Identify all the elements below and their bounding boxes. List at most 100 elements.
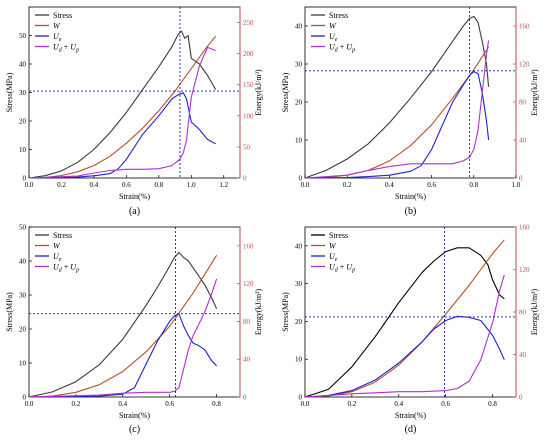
y-right-tick-label: 80 [519,99,527,107]
x-tick-label: 0.0 [25,181,34,189]
y-tick-label: 30 [295,61,303,69]
legend-label: Stress [329,11,348,20]
series-line-udup [304,40,490,179]
legend-label-part: U [53,43,60,52]
y-tick-label: 20 [19,118,27,126]
y-tick-label: 40 [19,258,27,266]
y-right-tick-label: 40 [519,137,527,145]
y-right-tick-label: 160 [243,242,254,250]
legend-label: Stress [53,231,72,240]
y-right-tick-label: 50 [243,143,251,151]
x-axis-title: Strain(%) [119,411,150,420]
legend-label: Ue [53,32,62,43]
y-tick-label: 40 [19,61,27,69]
y-right-axis-title: Energy(kJ/m³) [254,69,263,116]
legend-label-part: e [59,257,62,263]
legend-label-part: p [75,268,79,274]
y-right-tick-label: 80 [519,309,527,317]
y-axis-title: Stress(MPa) [281,72,290,112]
legend-label-part: + [338,263,347,272]
series-line-stress [28,251,218,398]
x-tick-label: 1.0 [512,181,521,189]
panel-caption: (d) [405,424,417,435]
legend-label-part: U [329,252,336,261]
y-right-tick-label: 80 [243,318,251,326]
legend-label-part: U [70,263,77,272]
y-right-tick-label: 160 [519,224,530,232]
legend-label: Stress [329,231,348,240]
series-line-udup [28,46,216,179]
x-tick-label: 0.2 [57,181,66,189]
x-tick-label: 0.8 [212,400,221,408]
x-tick-label: 0.4 [118,400,127,408]
x-tick-label: 0.0 [25,400,34,408]
y-tick-label: 40 [295,23,303,31]
legend-label: Ue [329,32,338,43]
legend-label-part: + [62,263,71,272]
series-line-w [304,239,505,398]
legend-label: W [53,242,61,251]
y-tick-label: 50 [19,32,27,40]
legend-label-part: U [346,263,353,272]
legend-label-part: U [346,43,353,52]
y-right-tick-label: 0 [243,175,247,183]
y-axis-title: Stress(MPa) [5,292,14,332]
panel-caption: (c) [129,424,140,435]
legend-label: W [329,242,337,251]
y-tick-label: 0 [23,175,27,183]
x-tick-label: 0.8 [469,181,478,189]
y-tick-label: 10 [295,137,303,145]
y-tick-label: 0 [299,175,303,183]
legend-label: Ud + Up [53,43,79,54]
legend-label-part: U [53,32,60,41]
legend-label-part: U [53,263,60,272]
y-tick-label: 10 [19,360,27,368]
x-tick-label: 1.0 [187,181,196,189]
panel-caption: (b) [405,206,417,217]
legend-label-part: + [62,43,71,52]
y-tick-label: 10 [295,356,303,364]
x-tick-label: 0.0 [301,400,310,408]
y-tick-label: 20 [295,99,303,107]
x-tick-label: 0.2 [348,400,357,408]
plot-frame [28,6,241,179]
series-line-stress [28,30,217,179]
legend-label: Ud + Up [329,263,355,274]
y-tick-label: 20 [19,326,27,334]
series-line-ue [304,71,490,179]
y-tick-label: 30 [19,89,27,97]
series-line-ue [28,313,217,398]
series-line-ue [304,315,505,398]
panel-b: 0.0 0.2 0.4 0.6 0.8 1.001020304004080120160St… [281,6,539,217]
x-tick-label: 0.4 [90,181,99,189]
legend-label-part: e [335,257,338,263]
y-right-tick-label: 0 [519,175,523,183]
series-line-w [28,255,218,398]
panel-caption: (a) [129,206,140,217]
y-tick-label: 10 [19,146,27,154]
y-right-tick-label: 0 [243,394,247,402]
y-tick-label: 50 [19,224,27,232]
x-axis-title: Strain(%) [395,192,426,201]
x-tick-label: 0.8 [488,400,497,408]
plot-frame [304,6,517,179]
legend-label-part: d [335,48,339,54]
legend-label: Stress [53,11,72,20]
y-right-tick-label: 40 [243,356,251,364]
x-axis-title: Strain(%) [119,192,150,201]
x-axis-title: Strain(%) [395,411,426,420]
x-tick-label: 0.6 [427,181,436,189]
legend-label: Ud + Up [53,263,79,274]
legend-label: Ue [53,252,62,263]
legend-label-part: d [59,48,63,54]
y-right-axis-title: Energy(kJ/m³) [530,289,539,336]
y-right-tick-label: 120 [519,266,530,274]
panel-d: 0.0 0.2 0.4 0.6 0.8 0 10 20 30 40 0 40 80 120 160 Strai… [281,224,539,436]
series-line-stress [304,15,490,179]
y-right-tick-label: 150 [243,81,254,89]
legend-label: Ue [329,252,338,263]
series-line-ue [28,92,216,179]
x-tick-label: 0.2 [343,181,352,189]
y-right-axis-title: Energy(kJ/m³) [254,289,263,336]
